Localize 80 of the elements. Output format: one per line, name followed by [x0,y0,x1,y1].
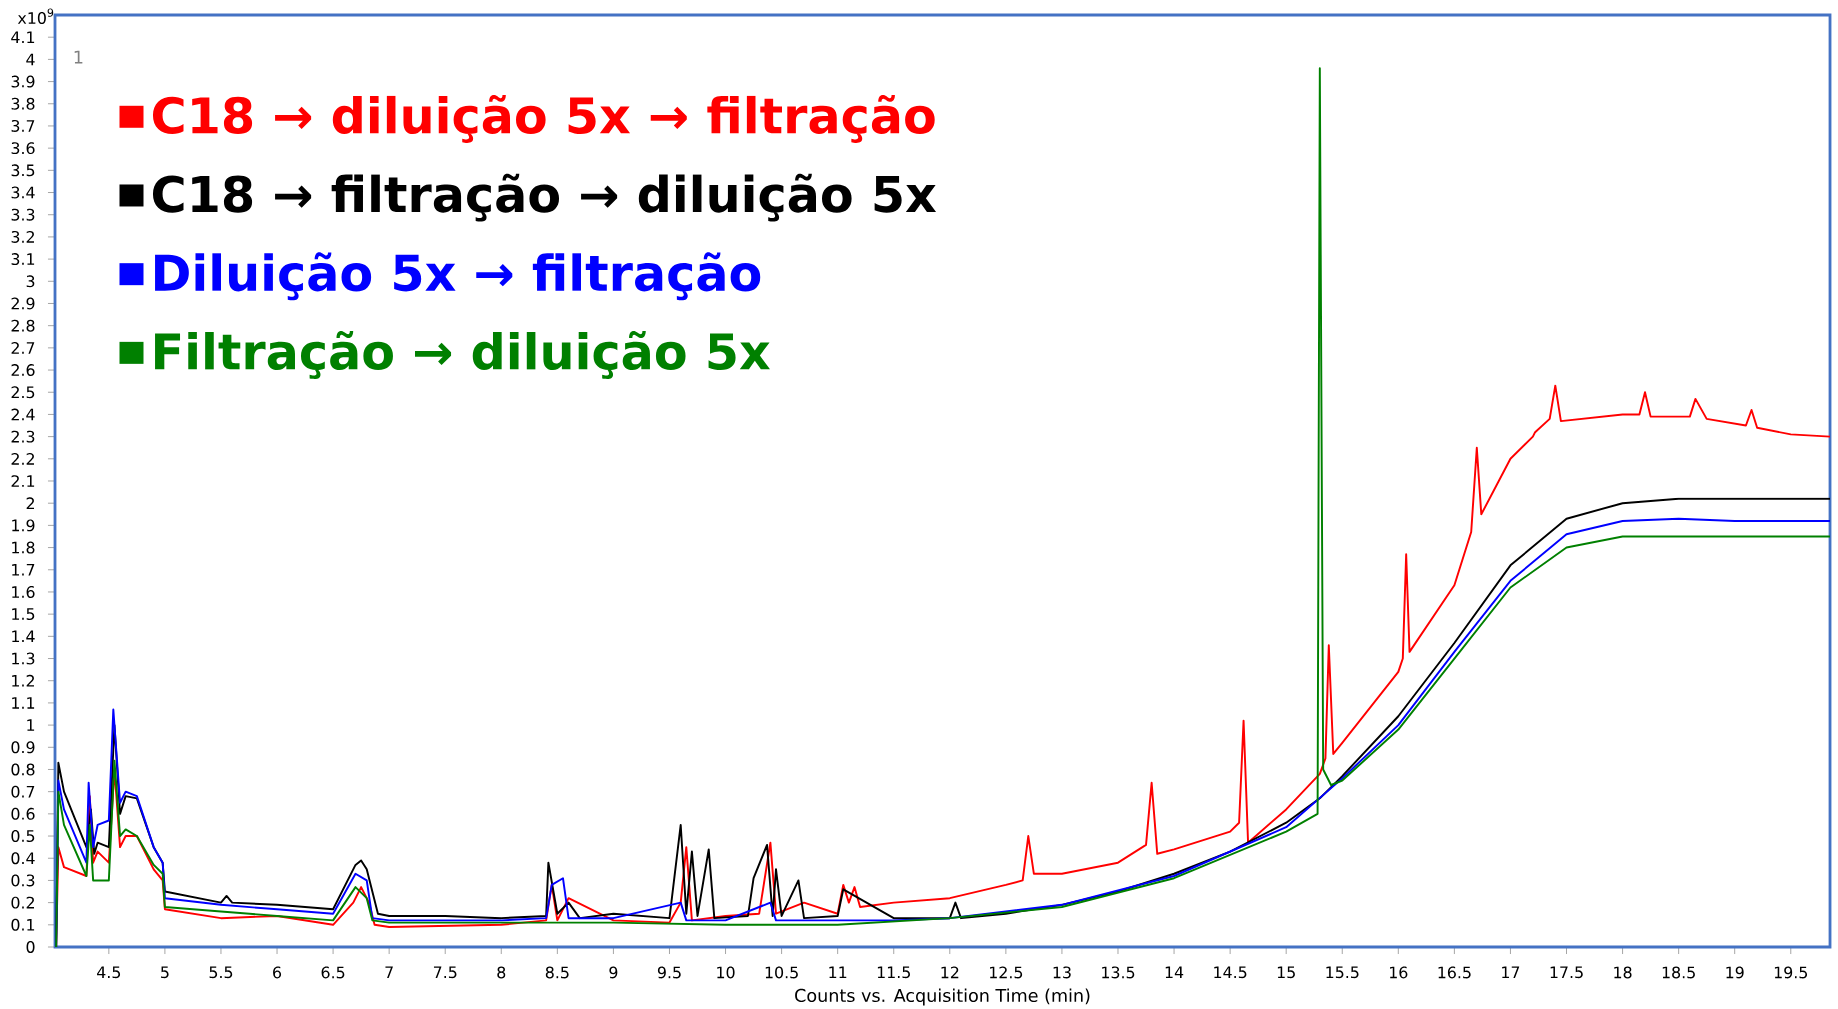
y-tick-label: 1.5 [12,608,35,621]
y-tick-label: 0 [26,941,35,953]
y-tick-label: 2.5 [11,386,35,399]
y-tick-label: 0.5 [11,830,35,843]
y-tick-label: 4.1 [11,31,35,43]
legend-label: Diluição 5x → filtração [155,252,761,301]
y-tick-label: 1.3 [12,652,35,665]
legend-label: C18 → diluição 5x → filtração [152,94,935,143]
y-tick-label: 3.3 [11,208,35,221]
y-tick-label: 3.9 [11,75,35,88]
y-tick-label: 3.6 [11,142,35,155]
x-tick-label: 18.5 [1662,966,1695,979]
x-tick-label: 17 [1502,966,1520,978]
x-tick-label: 18 [1614,966,1632,979]
x-tick-label: 11 [829,966,847,978]
x-tick-label: 15.5 [1326,966,1359,979]
y-tick-label: 0.8 [11,763,35,776]
annotation: 1 [74,50,83,64]
x-tick-label: 4.5 [97,966,121,979]
y-tick-label: 2.1 [11,475,35,487]
x-tick-label: 10 [717,966,735,979]
x-tick-label: 8.5 [545,966,569,979]
x-tick-label: 14.5 [1214,966,1247,979]
x-tick-label: 13 [1053,966,1071,979]
x-tick-label: 5 [161,966,169,979]
x-tick-label: 16.5 [1438,966,1471,979]
y-tick-label: 2.4 [11,408,35,421]
x-tick-label: 9 [609,966,618,979]
legend-label: C18 → filtração → diluição 5x [152,173,937,222]
x-tick-label: 16 [1390,966,1408,979]
y-tick-label: 3.4 [11,186,35,199]
y-tick-label: 1 [27,719,35,731]
y-tick-label: 0.2 [11,896,34,909]
y-tick-label: 2 [26,497,34,510]
y-tick-label: 0.4 [11,852,35,865]
y-tick-label: 0.3 [11,874,35,887]
legend-label: Filtração → diluição 5x [155,331,770,379]
x-axis-title: Counts vs. Acquisition Time (min) [795,988,1090,1006]
y-tick-label: 2.9 [11,297,35,310]
x-tick-label: 9.5 [657,966,681,979]
y-tick-label: 3 [26,275,35,288]
y-tick-label: 1.7 [12,564,35,576]
y-tick-label: 0.6 [11,807,35,820]
x-tick-label: 8 [497,966,506,979]
y-axis-title: x10$^{9}$ [17,8,54,25]
y-tick-label: 0.9 [11,741,35,754]
x-tick-label: 7 [385,966,393,978]
y-tick-label: 1.4 [12,630,35,643]
y-tick-label: 2.7 [11,341,35,354]
y-tick-label: 3.5 [11,164,35,177]
y-tick-label: 1.2 [12,674,34,687]
x-tick-label: 14 [1165,966,1184,978]
y-tick-label: 3.7 [11,119,35,132]
x-tick-label: 7.5 [433,966,457,979]
x-tick-label: 19 [1726,966,1744,979]
y-tick-label: 1.6 [12,585,35,598]
y-tick-label: 3.1 [11,253,35,266]
y-tick-label: 1.9 [12,519,35,532]
x-tick-label: 6 [273,966,282,979]
x-tick-label: 19.5 [1774,966,1808,979]
x-tick-label: 5.5 [209,966,233,979]
y-tick-label: 0.1 [11,918,35,931]
y-tick-label: 1.8 [12,541,35,554]
y-tick-label: 3.2 [11,230,34,243]
y-tick-label: 2.3 [11,430,35,443]
x-tick-label: 12.5 [990,966,1023,979]
y-tick-label: 4 [26,53,35,66]
y-tick-label: 2.8 [11,319,35,332]
y-tick-label: 2.2 [11,452,34,465]
x-tick-label: 12 [941,966,959,979]
y-tick-label: 1.1 [12,697,35,709]
y-tick-label: 0.7 [11,785,35,798]
x-tick-label: 10.5 [765,966,798,979]
x-tick-label: 6.5 [321,966,345,979]
x-tick-label: 15 [1277,966,1295,979]
y-tick-label: 2.6 [11,364,35,377]
x-tick-label: 11.5 [877,966,910,979]
x-tick-label: 17.5 [1550,966,1583,979]
y-tick-label: 3.8 [11,97,35,110]
x-tick-label: 13.5 [1102,966,1135,979]
